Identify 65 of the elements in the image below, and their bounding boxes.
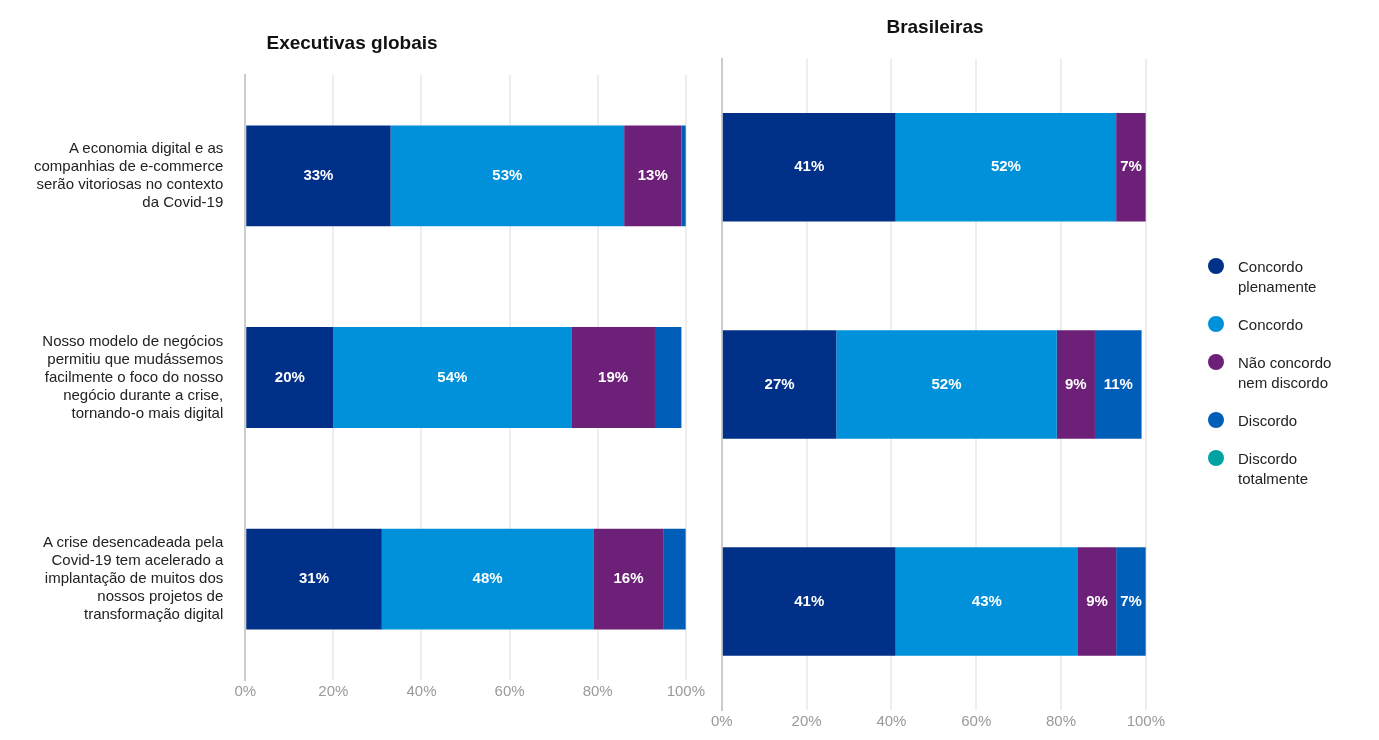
x-tick-label: 20%: [791, 712, 822, 730]
legend-label: Concordo: [1238, 315, 1304, 335]
y-tick-label: A crise desencadeada pela Covid-19 tem acelerado a implantação de muitos dos nossos projetos de transformação digital: [43, 533, 224, 623]
x-tick-label: 40%: [406, 682, 437, 700]
chart-title: Executivas globais: [266, 31, 438, 53]
bar: [333, 327, 572, 428]
data-label: 7%: [1120, 591, 1142, 609]
bar: [1116, 113, 1146, 222]
bar: [681, 125, 686, 227]
y-tick-label: Nosso modelo de negócios permitiu que mudássemos facilmente o foco do nosso negócio durante a crise, tornando-o mais digital: [42, 331, 224, 421]
data-label: 16%: [613, 569, 644, 587]
data-label: 20%: [274, 367, 305, 385]
bar: [836, 330, 1057, 439]
bar: [1056, 330, 1095, 439]
x-tick-label: 40%: [876, 712, 907, 730]
x-tick-label: 20%: [318, 682, 349, 700]
x-tick-label: 80%: [582, 682, 613, 700]
bar: [1116, 547, 1146, 656]
bar: [390, 125, 625, 227]
bar: [663, 528, 686, 630]
bar: [593, 528, 664, 630]
bar: [654, 327, 682, 428]
x-tick-label: 0%: [711, 712, 733, 730]
bar: [381, 528, 594, 630]
bar: [722, 330, 837, 439]
x-tick-label: 60%: [494, 682, 525, 700]
bar: [895, 547, 1078, 656]
x-tick-label: 0%: [234, 682, 257, 700]
bar: [1077, 547, 1117, 656]
y-tick-label: A economia digital e as companhias de e-commerce serão vitoriosas no contexto da Covid-19: [33, 138, 224, 210]
bar: [624, 125, 682, 227]
data-label: 48%: [472, 569, 503, 587]
legend-label: Discordo totalmente: [1238, 449, 1310, 489]
bar: [571, 327, 655, 428]
data-label: 13%: [637, 165, 668, 183]
data-label: 27%: [764, 374, 795, 392]
x-tick-label: 80%: [1046, 712, 1077, 730]
legend-label: Não concordo nem discordo: [1238, 353, 1333, 393]
legend-label: Concordo plenamente: [1238, 257, 1318, 297]
bar: [246, 125, 391, 227]
data-label: 11%: [1103, 374, 1133, 392]
data-label: 7%: [1120, 157, 1142, 175]
chart-title: Brasileiras: [886, 15, 984, 37]
data-label: 9%: [1086, 591, 1108, 609]
x-tick-label: 60%: [961, 712, 992, 730]
data-label: 43%: [971, 591, 1002, 609]
data-label: 19%: [598, 367, 629, 385]
x-tick-label: 100%: [666, 682, 706, 700]
bar: [246, 327, 334, 428]
data-label: 33%: [303, 165, 334, 183]
data-label: 31%: [299, 569, 330, 587]
data-label: 54%: [437, 367, 468, 385]
data-label: 9%: [1065, 374, 1087, 392]
bar: [722, 547, 896, 656]
bar: [722, 113, 896, 222]
data-label: 53%: [492, 165, 523, 183]
x-tick-label: 100%: [1126, 712, 1166, 730]
bar: [1094, 330, 1142, 439]
data-label: 41%: [794, 591, 825, 609]
bar: [895, 113, 1117, 222]
data-label: 52%: [990, 157, 1021, 175]
legend-label: Discordo: [1238, 411, 1298, 431]
data-label: 41%: [794, 157, 825, 175]
bar: [246, 528, 382, 630]
data-label: 52%: [931, 374, 962, 392]
